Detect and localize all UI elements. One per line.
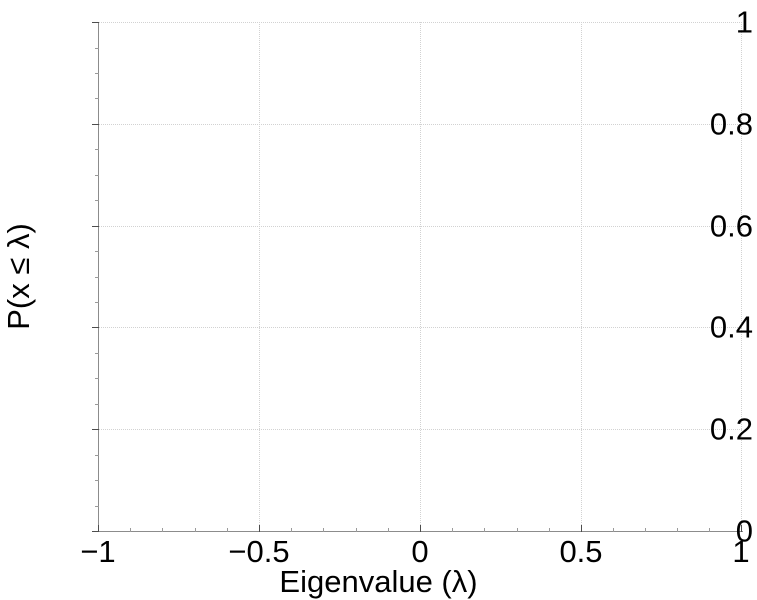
data-series-layer bbox=[98, 22, 742, 531]
x-axis-minor-tick bbox=[452, 528, 453, 532]
y-axis-tick bbox=[92, 531, 99, 532]
y-axis-minor-tick bbox=[95, 72, 99, 74]
x-axis-tick-label: 0.5 bbox=[559, 534, 603, 569]
x-axis-label: Eigenvalue (λ) bbox=[279, 564, 478, 599]
y-axis-minor-tick bbox=[95, 352, 99, 354]
y-axis-tick-label: 0 bbox=[735, 513, 753, 549]
x-axis-tick bbox=[259, 525, 260, 532]
y-axis-minor-tick bbox=[95, 47, 99, 49]
x-axis-minor-tick bbox=[162, 528, 163, 532]
x-axis-minor-tick bbox=[388, 528, 389, 532]
x-axis-minor-tick bbox=[517, 528, 518, 532]
y-axis-tick-label: 0.6 bbox=[709, 208, 753, 244]
gridline-vertical bbox=[420, 22, 421, 531]
y-axis-minor-tick bbox=[95, 174, 99, 176]
y-axis-minor-tick bbox=[95, 276, 99, 278]
x-axis-tick-label: 1 bbox=[732, 534, 750, 569]
x-axis-minor-tick bbox=[356, 528, 357, 532]
y-axis-minor-tick bbox=[95, 302, 99, 303]
x-axis-tick-label: −0.5 bbox=[228, 534, 290, 569]
x-axis-tick-label: 0 bbox=[411, 534, 429, 569]
y-axis-tick bbox=[92, 123, 99, 125]
plot-area bbox=[98, 22, 742, 531]
x-axis-minor-tick bbox=[677, 528, 678, 532]
x-axis-tick bbox=[420, 525, 421, 532]
x-axis-minor-tick bbox=[195, 528, 196, 532]
y-axis-tick-label: 0.2 bbox=[709, 411, 753, 447]
x-axis-minor-tick bbox=[549, 528, 550, 532]
x-axis-minor-tick bbox=[484, 528, 485, 532]
x-axis-minor-tick bbox=[613, 528, 614, 532]
y-axis-minor-tick bbox=[95, 505, 99, 507]
gridline-vertical bbox=[581, 22, 582, 531]
y-axis-minor-tick bbox=[95, 403, 99, 405]
x-axis-minor-tick bbox=[227, 528, 228, 532]
y-axis-minor-tick bbox=[95, 98, 99, 100]
x-axis-minor-tick bbox=[323, 528, 324, 532]
y-axis-label: P(x ≤ λ) bbox=[0, 223, 36, 330]
y-axis-tick bbox=[92, 225, 99, 227]
y-axis-minor-tick bbox=[95, 480, 99, 482]
gridline-vertical bbox=[259, 22, 260, 531]
y-axis-minor-tick bbox=[95, 378, 99, 380]
y-axis-tick-label: 0.8 bbox=[709, 106, 753, 142]
x-axis-minor-tick bbox=[645, 528, 646, 532]
x-axis-minor-tick bbox=[709, 528, 710, 532]
y-axis-minor-tick bbox=[95, 149, 99, 151]
x-axis-tick bbox=[581, 525, 582, 532]
x-axis-tick bbox=[741, 525, 742, 532]
y-axis-minor-tick bbox=[95, 251, 99, 253]
x-axis-minor-tick bbox=[130, 528, 131, 532]
y-axis-tick bbox=[92, 327, 99, 329]
y-axis-tick bbox=[92, 429, 99, 431]
x-axis-tick-label: −1 bbox=[80, 534, 116, 569]
y-axis-tick bbox=[92, 22, 99, 23]
y-axis-label-container: P(x ≤ λ) bbox=[0, 0, 36, 553]
x-axis-tick bbox=[98, 525, 99, 532]
y-axis-tick-label: 1 bbox=[735, 4, 753, 40]
x-axis-minor-tick bbox=[291, 528, 292, 532]
y-axis-minor-tick bbox=[95, 200, 99, 202]
gridline-vertical bbox=[741, 22, 742, 531]
y-axis-minor-tick bbox=[95, 454, 99, 456]
y-axis-tick-label: 0.4 bbox=[709, 309, 753, 345]
